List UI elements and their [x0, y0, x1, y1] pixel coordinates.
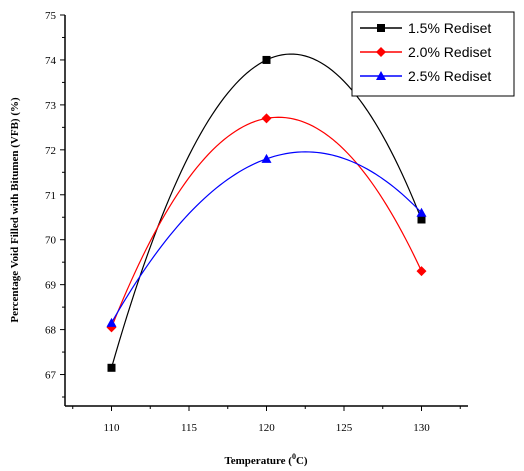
x-ticks: 110 115 120 125 130 [72, 406, 461, 434]
y-tick-label: 72 [45, 145, 56, 157]
series-2-point [261, 113, 272, 124]
x-tick-label: 115 [181, 422, 198, 434]
legend-label: 1.5% Rediset [408, 20, 491, 36]
y-tick-label: 68 [45, 325, 57, 337]
series-line-3 [110, 151, 422, 324]
x-tick-label: 130 [413, 422, 430, 434]
series-1-point [262, 55, 271, 64]
y-tick-label: 74 [45, 55, 57, 67]
series-3-point [416, 207, 427, 217]
data-markers [106, 55, 427, 372]
y-tick-label: 73 [45, 100, 57, 112]
y-axis-title: Percentage Void Filled with Bitumen (VFB… [9, 97, 21, 323]
x-axis-title: Temperature (0C) [224, 452, 307, 467]
legend-marker-1 [377, 24, 385, 32]
legend-marker-2 [376, 47, 386, 57]
x-tick-label: 125 [336, 422, 353, 434]
series-3-point [106, 317, 117, 327]
series-2-point [416, 266, 427, 277]
legend-label: 2.0% Rediset [408, 44, 491, 60]
legend-label: 2.5% Rediset [408, 68, 491, 84]
x-tick-label: 120 [258, 422, 275, 434]
series-1-point [417, 215, 426, 224]
legend-marker-3 [376, 71, 386, 80]
x-tick-label: 110 [103, 422, 120, 434]
y-tick-label: 71 [45, 190, 56, 202]
y-tick-label: 75 [45, 10, 57, 22]
series-3-point [261, 153, 272, 163]
y-tick-label: 69 [45, 280, 57, 292]
series-line-1 [110, 53, 423, 368]
y-ticks: 67 68 69 70 71 72 73 74 75 [45, 10, 65, 398]
y-tick-label: 70 [45, 235, 57, 247]
legend: 1.5% Rediset 2.0% Rediset 2.5% Rediset [351, 11, 515, 97]
plot-lines [110, 53, 423, 368]
y-tick-label: 67 [45, 370, 57, 382]
series-line-2 [110, 116, 423, 328]
series-1-point [107, 363, 116, 372]
